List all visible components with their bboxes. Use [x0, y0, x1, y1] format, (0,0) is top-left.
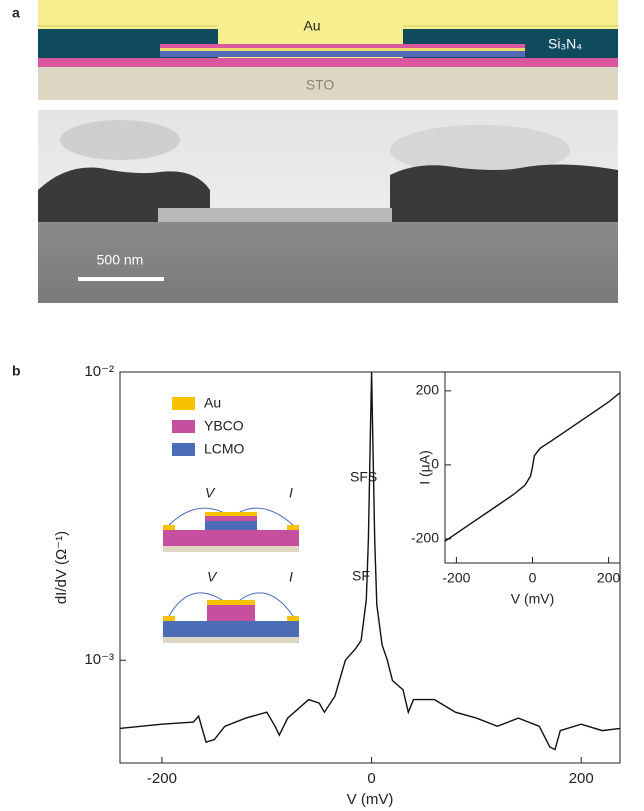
panel-label: b [12, 363, 21, 379]
sketch-label: I [289, 485, 293, 501]
sem-image [38, 110, 618, 303]
x-tick-label: 0 [367, 770, 375, 787]
scale-bar-label: 500 nm [97, 252, 144, 268]
y-tick-label: 10⁻³ [84, 651, 114, 668]
device-sketch [163, 508, 299, 643]
x-tick-label: 0 [529, 570, 537, 586]
y-tick-label: 200 [416, 382, 440, 398]
legend-label: Au [204, 395, 221, 411]
x-axis-label: V (mV) [347, 791, 394, 808]
x-tick-label: -200 [442, 570, 470, 586]
legend-label: YBCO [204, 418, 244, 434]
sketch-label: V [205, 485, 216, 501]
legend-label: LCMO [204, 441, 245, 457]
sketch-label: V [207, 569, 218, 585]
x-tick-label: -200 [147, 770, 177, 787]
data-line [445, 393, 620, 542]
figure: a Au Si₃N₄ STO 500 nm b [0, 0, 644, 811]
legend-swatch [172, 420, 195, 433]
layer-label: STO [306, 77, 335, 93]
x-tick-label: 200 [597, 570, 621, 586]
y-tick-label: -200 [411, 530, 439, 546]
y-axis-label: I (µA) [417, 450, 433, 485]
y-tick-label: 10⁻² [84, 363, 114, 380]
layer-label: Au [303, 18, 320, 34]
x-tick-label: 200 [569, 770, 594, 787]
layer-label: Si₃N₄ [548, 36, 582, 52]
legend-swatch [172, 397, 195, 410]
x-axis-label: V (mV) [511, 591, 555, 607]
legend-swatch [172, 443, 195, 456]
page: a Au Si₃N₄ STO 500 nm b [0, 0, 644, 811]
panel-label: a [12, 5, 20, 21]
sketch-label: I [289, 569, 293, 585]
y-axis-label: dI/dV (Ω⁻¹) [53, 531, 70, 604]
